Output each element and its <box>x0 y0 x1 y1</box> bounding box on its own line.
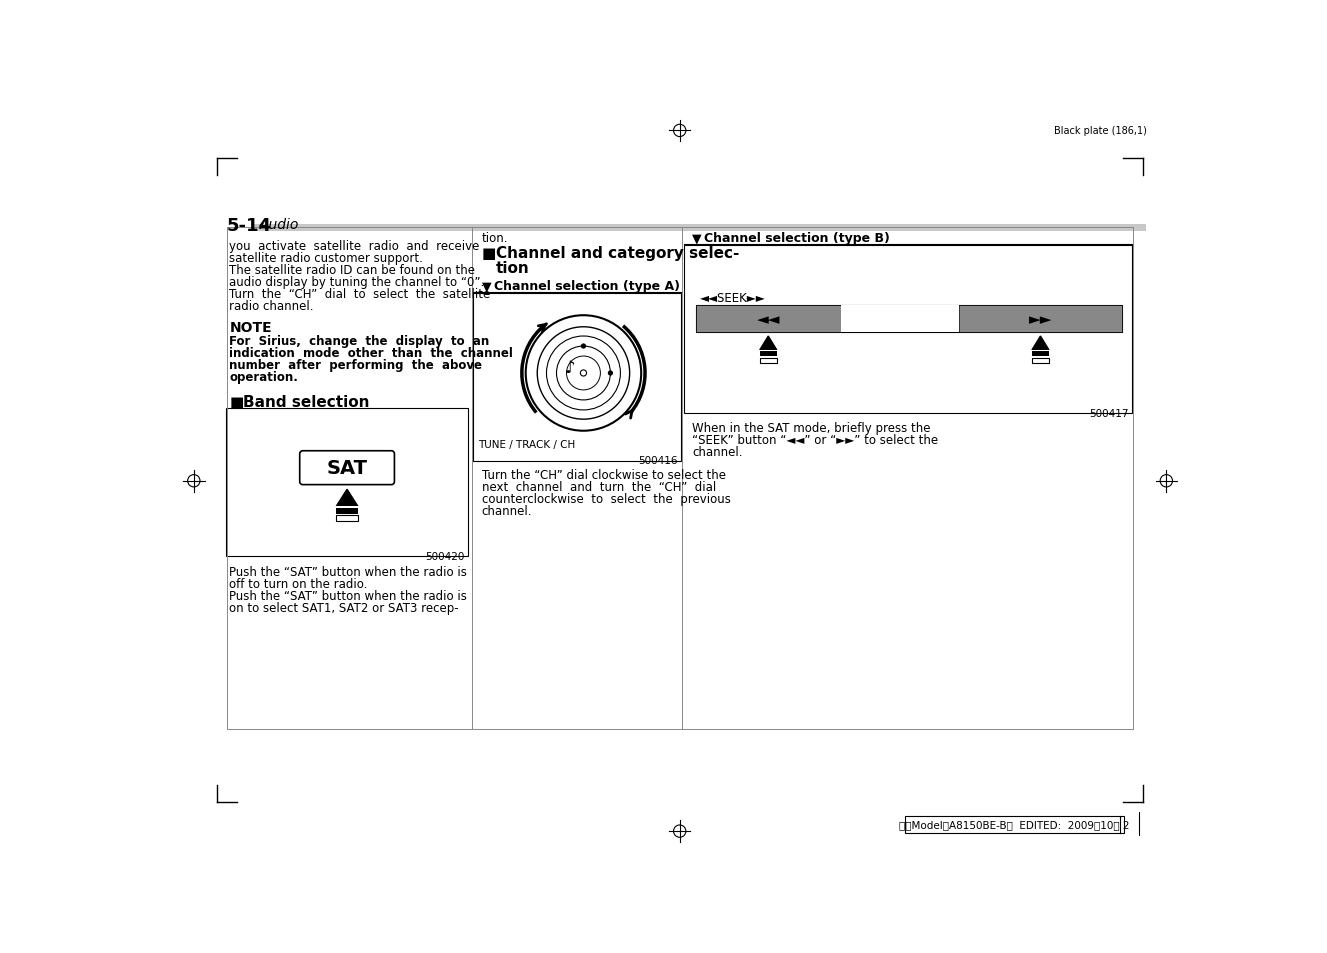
Bar <box>474 294 681 461</box>
Text: ▼: ▼ <box>482 280 491 293</box>
Text: 北米Model｢A8150BE-B｣  EDITED:  2009／10／ 2: 北米Model｢A8150BE-B｣ EDITED: 2009／10／ 2 <box>898 820 1129 829</box>
Polygon shape <box>336 490 358 507</box>
Text: Band selection: Band selection <box>243 395 370 410</box>
Bar <box>1031 357 1050 359</box>
Text: 500417: 500417 <box>1089 408 1128 418</box>
FancyBboxPatch shape <box>300 452 394 485</box>
Text: next  channel  and  turn  the  “CH”  dial: next channel and turn the “CH” dial <box>482 481 717 494</box>
Bar <box>905 816 1124 833</box>
Text: tion: tion <box>496 260 529 275</box>
Bar <box>695 306 1121 333</box>
Text: counterclockwise  to  select  the  previous: counterclockwise to select the previous <box>482 493 731 506</box>
Bar <box>336 516 358 521</box>
Text: Push the “SAT” button when the radio is: Push the “SAT” button when the radio is <box>230 590 467 602</box>
Text: ◄◄SEEK►►: ◄◄SEEK►► <box>699 292 766 305</box>
Text: satellite radio customer support.: satellite radio customer support. <box>230 252 423 265</box>
Text: channel.: channel. <box>691 445 743 458</box>
Bar <box>252 224 1145 232</box>
Text: ◄◄: ◄◄ <box>756 312 780 327</box>
Text: TUNE / TRACK / CH: TUNE / TRACK / CH <box>478 439 575 450</box>
Text: Channel and category selec-: Channel and category selec- <box>496 246 739 261</box>
Text: Turn the “CH” dial clockwise to select the: Turn the “CH” dial clockwise to select t… <box>482 469 726 482</box>
Text: Turn  the  “CH”  dial  to  select  the  satellite: Turn the “CH” dial to select the satelli… <box>230 288 491 300</box>
Bar <box>695 306 840 333</box>
Bar <box>1032 359 1048 364</box>
Text: ■: ■ <box>230 395 244 410</box>
Text: 5-14: 5-14 <box>227 216 272 234</box>
Text: 500416: 500416 <box>638 456 677 466</box>
Bar <box>840 306 959 333</box>
Text: When in the SAT mode, briefly press the: When in the SAT mode, briefly press the <box>691 421 930 435</box>
Bar <box>760 359 776 364</box>
Bar <box>226 408 468 557</box>
Bar <box>1032 352 1048 357</box>
Text: indication  mode  other  than  the  channel: indication mode other than the channel <box>230 346 514 359</box>
Bar <box>336 507 358 509</box>
Text: channel.: channel. <box>482 505 532 517</box>
Text: Black plate (186,1): Black plate (186,1) <box>1054 126 1147 136</box>
Text: Push the “SAT” button when the radio is: Push the “SAT” button when the radio is <box>230 566 467 578</box>
Bar <box>760 352 776 357</box>
Polygon shape <box>760 336 776 351</box>
Text: Channel selection (type A): Channel selection (type A) <box>494 280 681 293</box>
Circle shape <box>609 372 612 375</box>
Text: ■: ■ <box>482 246 496 261</box>
Text: on to select SAT1, SAT2 or SAT3 recep-: on to select SAT1, SAT2 or SAT3 recep- <box>230 601 459 615</box>
Text: off to turn on the radio.: off to turn on the radio. <box>230 578 368 591</box>
Text: you  activate  satellite  radio  and  receive: you activate satellite radio and receive <box>230 240 479 253</box>
Text: The satellite radio ID can be found on the: The satellite radio ID can be found on t… <box>230 264 475 276</box>
Bar <box>759 351 778 353</box>
Text: Audio: Audio <box>260 217 300 232</box>
Bar <box>759 357 778 359</box>
Circle shape <box>580 371 587 376</box>
Text: Channel selection (type B): Channel selection (type B) <box>705 232 890 245</box>
Text: tion.: tion. <box>482 232 508 245</box>
Text: 500420: 500420 <box>425 551 464 561</box>
Circle shape <box>581 345 585 349</box>
Text: For  Sirius,  change  the  display  to  an: For Sirius, change the display to an <box>230 335 490 347</box>
Bar <box>1031 351 1050 353</box>
Bar <box>336 508 358 515</box>
Text: SAT: SAT <box>326 458 368 477</box>
Text: ►►: ►► <box>1028 312 1052 327</box>
Bar <box>683 246 1132 414</box>
Bar <box>959 306 1121 333</box>
Text: radio channel.: radio channel. <box>230 299 313 313</box>
Text: ♪: ♪ <box>564 358 575 376</box>
Text: ▼: ▼ <box>691 232 702 245</box>
Polygon shape <box>1032 336 1048 351</box>
Text: operation.: operation. <box>230 370 299 383</box>
Text: number  after  performing  the  above: number after performing the above <box>230 358 482 371</box>
Text: NOTE: NOTE <box>230 320 272 335</box>
Text: audio display by tuning the channel to “0”.: audio display by tuning the channel to “… <box>230 275 484 289</box>
Text: “SEEK” button “◄◄” or “►►” to select the: “SEEK” button “◄◄” or “►►” to select the <box>691 434 938 446</box>
